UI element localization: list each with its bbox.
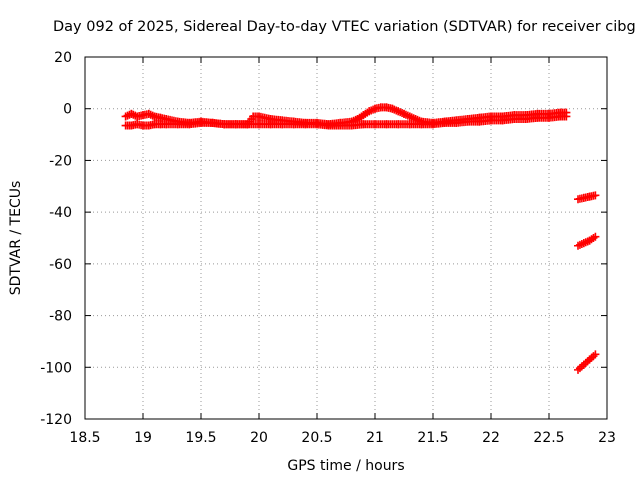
data-points — [121, 103, 600, 374]
x-tick-label: 19 — [134, 430, 152, 446]
x-tick-label: 21.5 — [417, 430, 448, 446]
series-4 — [574, 232, 600, 250]
x-tick-label: 22 — [482, 430, 500, 446]
y-tick-label: 0 — [63, 102, 72, 118]
y-tick-label: 20 — [54, 50, 72, 66]
y-axis-label: SDTVAR / TECUs — [8, 181, 24, 296]
x-tick-label: 18.5 — [69, 430, 100, 446]
y-axis-ticks: -120 -100 -80 -60 -40 -20 0 20 — [40, 50, 607, 428]
data-point — [591, 232, 600, 241]
x-tick-label: 20 — [250, 430, 268, 446]
data-point — [123, 111, 132, 120]
x-axis-label: GPS time / hours — [287, 458, 404, 474]
x-tick-label: 20.5 — [301, 430, 332, 446]
y-tick-label: -100 — [40, 360, 72, 376]
chart-title: Day 092 of 2025, Sidereal Day-to-day VTE… — [53, 19, 636, 35]
y-tick-label: -20 — [49, 153, 72, 169]
plot-frame — [84, 56, 608, 420]
x-tick-label: 23 — [598, 430, 616, 446]
grid — [85, 57, 607, 419]
y-tick-label: -60 — [49, 257, 72, 273]
y-tick-label: -80 — [49, 309, 72, 325]
data-point — [129, 110, 138, 119]
data-point — [591, 191, 600, 200]
series-5 — [574, 350, 600, 374]
data-point — [591, 350, 600, 359]
data-point — [148, 111, 157, 120]
series-3 — [574, 191, 600, 204]
y-tick-label: -120 — [40, 412, 72, 428]
x-tick-label: 21 — [366, 430, 384, 446]
x-tick-label: 22.5 — [533, 430, 564, 446]
y-tick-label: -40 — [49, 205, 72, 221]
data-point — [562, 112, 571, 121]
x-tick-label: 19.5 — [185, 430, 216, 446]
x-axis-ticks: 18.5 19 19.5 20 20.5 21 21.5 22 22.5 23 — [69, 57, 616, 446]
series-2 — [121, 112, 571, 130]
